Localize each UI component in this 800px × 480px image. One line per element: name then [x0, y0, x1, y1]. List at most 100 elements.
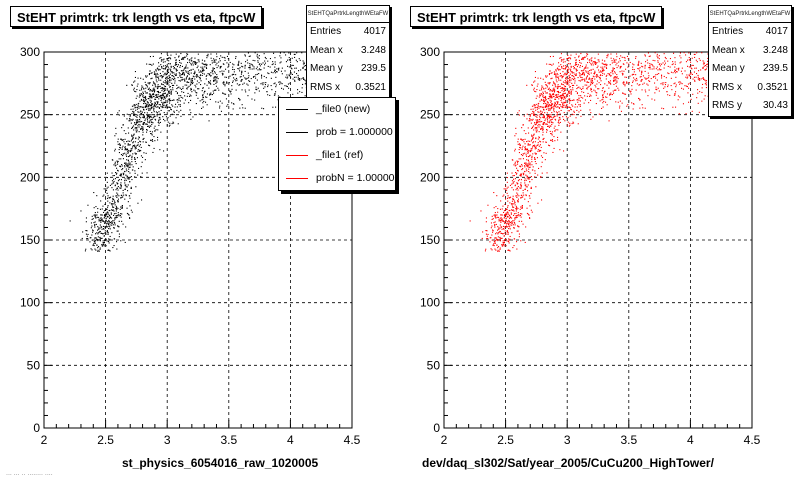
- scatter-point: [169, 86, 171, 88]
- scatter-point: [608, 120, 610, 122]
- scatter-point: [188, 78, 190, 80]
- scatter-point: [93, 214, 95, 216]
- scatter-point: [121, 148, 123, 150]
- scatter-point: [112, 182, 114, 184]
- scatter-point: [215, 82, 217, 84]
- scatter-point: [545, 97, 547, 99]
- scatter-point: [514, 150, 516, 152]
- scatter-point: [521, 213, 523, 215]
- scatter-point: [157, 103, 159, 105]
- scatter-point: [540, 98, 542, 100]
- scatter-points-group: [469, 52, 748, 252]
- scatter-point: [503, 235, 505, 237]
- scatter-point: [233, 71, 235, 73]
- scatter-point: [680, 57, 682, 59]
- scatter-point: [147, 104, 149, 106]
- scatter-point: [700, 78, 702, 80]
- scatter-point: [169, 63, 171, 65]
- scatter-point: [131, 105, 133, 107]
- legend-entry-new: _file0 (new): [279, 98, 395, 121]
- scatter-point: [116, 241, 118, 243]
- scatter-point: [505, 208, 507, 210]
- scatter-point: [117, 201, 119, 203]
- scatter-point: [258, 63, 260, 65]
- scatter-point: [255, 77, 257, 79]
- scatter-point: [704, 65, 706, 67]
- scatter-point: [213, 83, 215, 85]
- scatter-point: [612, 90, 614, 92]
- scatter-point: [499, 240, 501, 242]
- scatter-point: [150, 105, 152, 107]
- scatter-point: [500, 221, 502, 223]
- scatter-point: [513, 164, 515, 166]
- scatter-point: [548, 114, 550, 116]
- scatter-point: [168, 95, 170, 97]
- scatter-point: [545, 104, 547, 106]
- scatter-point: [590, 82, 592, 84]
- x-tick-label: 3.5: [220, 433, 237, 447]
- scatter-point: [109, 238, 111, 240]
- scatter-point: [107, 232, 109, 234]
- scatter-point: [95, 249, 97, 251]
- scatter-point: [619, 66, 621, 68]
- scatter-point: [469, 220, 471, 222]
- scatter-point: [145, 96, 147, 98]
- scatter-point: [217, 101, 219, 103]
- scatter-point: [236, 77, 238, 79]
- scatter-point: [112, 220, 114, 222]
- scatter-point: [213, 76, 215, 78]
- scatter-point: [574, 80, 576, 82]
- scatter-point: [164, 120, 166, 122]
- scatter-point: [149, 109, 151, 111]
- scatter-point: [140, 98, 142, 100]
- scatter-point: [93, 192, 95, 194]
- scatter-point: [112, 209, 114, 211]
- scatter-point: [202, 72, 204, 74]
- scatter-point: [576, 64, 578, 66]
- scatter-point: [521, 205, 523, 207]
- scatter-point: [505, 245, 507, 247]
- scatter-point: [236, 83, 238, 85]
- scatter-point: [519, 208, 521, 210]
- scatter-point: [504, 222, 506, 224]
- scatter-point: [205, 96, 207, 98]
- scatter-point: [507, 221, 509, 223]
- scatter-point: [212, 90, 214, 92]
- scatter-point: [657, 87, 659, 89]
- scatter-point: [100, 221, 102, 223]
- scatter-point: [636, 83, 638, 85]
- scatter-point: [579, 100, 581, 102]
- scatter-point: [598, 71, 600, 73]
- scatter-point: [129, 166, 131, 168]
- scatter-point: [118, 215, 120, 217]
- stats-value: 30.43: [762, 100, 788, 111]
- scatter-point: [524, 166, 526, 168]
- scatter-point: [526, 177, 528, 179]
- scatter-point: [657, 60, 659, 62]
- scatter-point: [114, 148, 116, 150]
- scatter-point: [239, 84, 241, 86]
- scatter-point: [170, 68, 172, 70]
- scatter-point: [644, 67, 646, 69]
- scatter-point: [665, 77, 667, 79]
- scatter-point: [223, 70, 225, 72]
- scatter-point: [640, 62, 642, 64]
- scatter-point: [702, 67, 704, 69]
- scatter-point: [503, 244, 505, 246]
- scatter-point: [258, 90, 260, 92]
- scatter-point: [108, 228, 110, 230]
- scatter-point: [113, 222, 115, 224]
- scatter-point: [549, 99, 551, 101]
- scatter-point: [548, 82, 550, 84]
- scatter-point: [120, 179, 122, 181]
- scatter-point: [108, 249, 110, 251]
- scatter-point: [656, 55, 658, 57]
- scatter-point: [167, 63, 169, 65]
- y-tick-label: 150: [420, 233, 440, 247]
- scatter-point: [266, 91, 268, 93]
- scatter-point: [663, 108, 665, 110]
- scatter-point: [554, 90, 556, 92]
- scatter-point: [677, 99, 679, 101]
- scatter-point: [570, 79, 572, 81]
- scatter-point: [687, 59, 689, 61]
